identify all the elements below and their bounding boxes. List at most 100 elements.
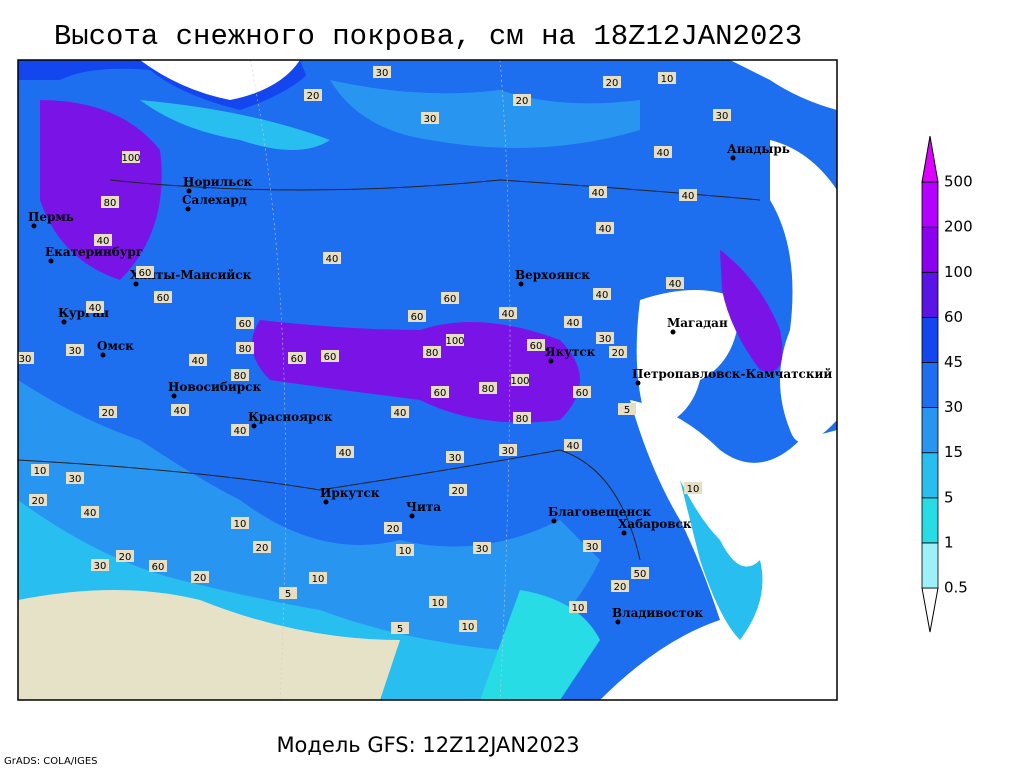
colorbar-segment [921, 181, 939, 228]
colorbar-label: 100 [944, 263, 973, 281]
contour-label-box [449, 484, 467, 496]
contour-label-box [684, 482, 702, 494]
contour-label-box [429, 596, 447, 608]
contour-label-box [408, 310, 426, 322]
contour-label: 20 [516, 96, 529, 107]
contour-label: 20 [194, 573, 207, 584]
contour-label: 30 [476, 544, 489, 555]
contour-label-box [479, 382, 497, 394]
colorbar-segment [921, 271, 939, 318]
colorbar-low [921, 587, 939, 633]
contour-label-box [94, 234, 112, 246]
contour-label: 40 [592, 188, 605, 199]
contour-label-box [304, 89, 322, 101]
contour-label: 30 [716, 111, 729, 122]
contour-label-box [231, 424, 249, 436]
contour-label-box [569, 601, 587, 613]
contour-label: 10 [432, 598, 445, 609]
contour-label: 20 [256, 543, 269, 554]
contour-label: 20 [32, 496, 45, 507]
contour-label-box [611, 580, 629, 592]
contour-label-box [654, 146, 672, 158]
contour-label: 100 [510, 376, 529, 387]
contour-label-box [564, 439, 582, 451]
contour-label: 30 [599, 334, 612, 345]
contour-label: 10 [462, 622, 475, 633]
city-dot [185, 206, 191, 212]
contour-label: 60 [291, 354, 304, 365]
contour-label-box [309, 572, 327, 584]
contour-label: 60 [239, 319, 252, 330]
contour-label-box [189, 354, 207, 366]
contour-label: 10 [661, 74, 674, 85]
contour-label: 20 [606, 78, 619, 89]
credit: GrADS: COLA/IGES [4, 756, 98, 767]
city-dot [635, 380, 641, 386]
contour-label-box [29, 494, 47, 506]
colorbar-label: 15 [944, 443, 963, 461]
contour-label-box [618, 403, 636, 415]
city-label: Магадан [667, 316, 728, 330]
city-dot [100, 352, 106, 358]
contour-label-box [336, 446, 354, 458]
contour-label-box [136, 266, 154, 278]
contour-label: 30 [94, 561, 107, 572]
colorbar-label: 1 [944, 533, 954, 551]
city-dot [551, 518, 557, 524]
contour-label-box [81, 506, 99, 518]
contour-label: 40 [97, 236, 110, 247]
contour-label-box [391, 622, 409, 634]
contour-label: 40 [339, 448, 352, 459]
contour-label-box [658, 72, 676, 84]
contour-label: 20 [612, 348, 625, 359]
colorbar-label: 5 [944, 488, 954, 506]
city-dot [61, 319, 67, 325]
contour-label: 30 [424, 114, 437, 125]
contour-label-box [631, 567, 649, 579]
contour-label: 5 [624, 405, 630, 416]
contour-label-box [391, 406, 409, 418]
contour-label: 80 [104, 198, 117, 209]
contour-label-box [459, 620, 477, 632]
contour-label-box [149, 560, 167, 572]
contour-label: 10 [234, 519, 247, 530]
contour-label-box [18, 352, 34, 364]
contour-label-box [236, 342, 254, 354]
contour-label: 20 [452, 486, 465, 497]
contour-label-box [231, 517, 249, 529]
contour-label: 40 [84, 508, 97, 519]
contour-label-box [596, 222, 614, 234]
city-dot [548, 358, 554, 364]
contour-label-box [99, 406, 117, 418]
contour-label-box [122, 151, 140, 163]
contour-label: 30 [449, 453, 462, 464]
contour-label: 40 [192, 356, 205, 367]
contour-label-box [573, 386, 591, 398]
contour-label: 20 [614, 582, 627, 593]
contour-label: 40 [599, 224, 612, 235]
colorbar-high [921, 136, 939, 183]
contour-label-box [171, 404, 189, 416]
contour-label: 60 [434, 388, 447, 399]
contour-label-box [321, 350, 339, 362]
contour-label-box [191, 571, 209, 583]
colorbar-label: 30 [944, 398, 963, 416]
contour-label: 30 [69, 474, 82, 485]
contour-label-box [253, 541, 271, 553]
contour-label-box [86, 301, 104, 313]
contour-label: 40 [596, 290, 609, 301]
contour-label: 80 [239, 344, 252, 355]
contour-label: 30 [69, 346, 82, 357]
contour-label-box [499, 444, 517, 456]
city-dot [518, 281, 524, 287]
contour-label: 100 [445, 336, 464, 347]
colorbar-segment [921, 407, 939, 454]
contour-label: 30 [502, 446, 515, 457]
contour-label-box [279, 587, 297, 599]
contour-label-box [713, 109, 731, 121]
contour-label: 30 [376, 68, 389, 79]
colorbar-label: 200 [944, 218, 973, 236]
contour-label: 40 [234, 426, 247, 437]
